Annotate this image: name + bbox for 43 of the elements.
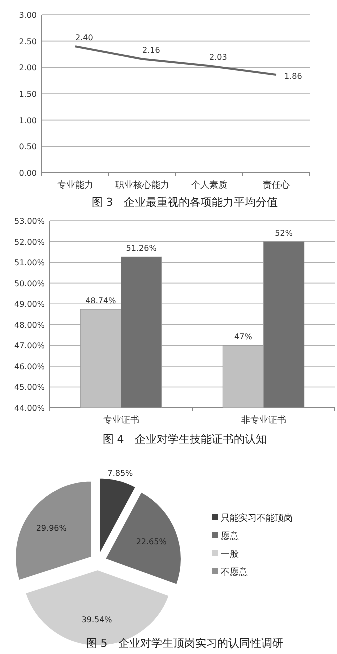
data-label: 2.03 [210,53,228,62]
x-tick-label: 责任心 [263,180,290,191]
text: 图 4 企业对学生技能证书的认知 [102,433,268,446]
x-tick-label: 专业能力 [58,180,94,191]
x-tick-label: 专业证书 [103,415,140,426]
y-tick-label: 0.00 [19,169,37,178]
data-label: 22.65% [136,537,168,546]
text: 图 3 企业最重视的各项能力平均分值 [92,196,278,209]
y-tick-label: 45.00% [14,383,46,392]
data-label: 29.96% [36,524,68,534]
legend-label: 只能实习不能顶岗 [221,513,293,524]
y-tick-label: 47.00% [14,342,46,351]
text: 图 5 企业对学生顶岗实习的认同性调研 [86,637,284,650]
x-tick-label: 职业核心能力 [116,180,170,191]
data-label: 2.40 [76,34,94,43]
y-tick-label: 53.00% [14,217,46,226]
y-tick-label: 2.50 [19,37,37,46]
legend-label: 一般 [221,549,239,560]
data-label: 7.85% [108,468,134,478]
data-label: 39.54% [82,615,113,624]
y-tick-label: 1.50 [19,90,37,99]
x-tick-label: 个人素质 [192,180,228,191]
y-tick-label: 0.50 [19,142,37,152]
y-tick-label: 50.00% [14,279,46,288]
x-tick-label: 非专业证书 [241,415,286,426]
y-tick-label: 51.00% [14,258,46,268]
y-tick-label: 1.00 [19,116,37,126]
y-tick-label: 2.00 [19,64,37,73]
y-tick-label: 52.00% [14,238,46,247]
y-tick-label: 3.00 [19,11,37,20]
y-tick-label: 49.00% [14,300,46,310]
data-label: 48.74% [86,296,117,306]
data-label: 47% [234,332,253,342]
legend-label: 不愿意 [221,567,248,578]
data-label: 52% [275,228,294,238]
y-tick-label: 46.00% [14,362,46,372]
y-tick-label: 44.00% [14,404,46,413]
data-label: 1.86 [284,72,302,82]
data-label: 51.26% [126,244,158,254]
line-series [74,46,278,76]
y-tick-label: 48.00% [14,320,46,330]
data-label: 2.16 [142,46,160,56]
legend-label: 愿意 [221,531,239,542]
